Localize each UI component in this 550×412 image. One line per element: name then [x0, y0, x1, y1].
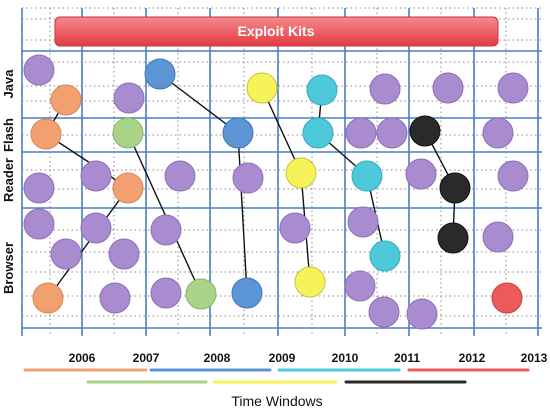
time-windows-title: Time Windows	[231, 393, 322, 409]
kit-circle-orange	[30, 118, 62, 150]
kit-circle-purple	[376, 117, 408, 149]
year-label: 2007	[133, 351, 160, 365]
year-label: 2006	[69, 351, 96, 365]
kit-circle-purple	[405, 158, 437, 190]
kit-circles	[23, 54, 529, 330]
row-label-browser: Browser	[1, 242, 16, 294]
exploit-kits-banner: Exploit Kits	[54, 16, 499, 47]
kit-circle-purple	[23, 54, 55, 86]
kit-circle-purple	[108, 238, 140, 270]
kit-circle-blue	[144, 58, 176, 90]
kit-circle-cyan	[306, 74, 338, 106]
kit-circle-red	[491, 282, 523, 314]
kit-circle-blue	[222, 117, 254, 149]
kit-circle-orange	[32, 282, 64, 314]
kit-circle-purple	[80, 212, 112, 244]
connector-green	[127, 132, 202, 295]
kit-circle-yellow	[285, 157, 317, 189]
row-label-flash: Flash	[1, 118, 16, 152]
row-label-reader: Reader	[1, 158, 16, 202]
kit-circle-black	[409, 115, 441, 147]
kit-circle-cyan	[369, 240, 401, 272]
kit-circle-purple	[99, 282, 131, 314]
kit-circle-purple	[369, 73, 401, 105]
connector-orange	[45, 99, 129, 299]
kit-circle-purple	[482, 221, 514, 253]
kit-circle-yellow	[294, 266, 326, 298]
kit-circle-black	[439, 172, 471, 204]
banner-box	[54, 16, 499, 47]
kit-circle-purple	[113, 82, 145, 114]
kit-circle-black	[437, 222, 469, 254]
row-label-java: Java	[1, 69, 16, 99]
kit-circle-purple	[23, 172, 55, 204]
kit-circle-purple	[432, 72, 464, 104]
kit-circle-purple	[232, 162, 264, 194]
kit-circle-blue	[231, 277, 263, 309]
kit-circle-purple	[345, 117, 377, 149]
kit-circle-purple	[347, 206, 379, 238]
kit-circle-cyan	[302, 117, 334, 149]
kit-circle-purple	[150, 214, 182, 246]
kit-circle-purple	[497, 72, 529, 104]
banner-label: Exploit Kits	[237, 23, 314, 39]
kit-circle-purple	[279, 212, 311, 244]
kit-circle-purple	[406, 298, 438, 330]
time-window-bars	[23, 368, 530, 384]
kit-circle-green	[185, 278, 217, 310]
kit-circle-orange	[112, 172, 144, 204]
year-label: 2010	[332, 351, 359, 365]
kit-circle-cyan	[351, 160, 383, 192]
kit-circle-purple	[164, 160, 196, 192]
kit-circle-orange	[50, 84, 82, 116]
kit-circle-purple	[150, 277, 182, 309]
grid	[21, 7, 542, 336]
kit-circle-purple	[368, 296, 400, 328]
kit-circle-purple	[80, 160, 112, 192]
year-label: 2011	[394, 351, 420, 365]
year-label: 2013	[521, 351, 548, 365]
kit-circle-purple	[482, 117, 514, 149]
kit-circle-purple	[344, 270, 376, 302]
year-labels: 2006 2007 2008 2009 2010 2011 2012 2013	[69, 351, 548, 365]
kit-circle-purple	[23, 208, 55, 240]
year-label: 2008	[204, 351, 231, 365]
kit-circle-green	[112, 117, 144, 149]
year-label: 2012	[459, 351, 486, 365]
kit-circle-yellow	[246, 72, 278, 104]
year-label: 2009	[269, 351, 296, 365]
kit-circle-purple	[50, 238, 82, 270]
kit-circle-purple	[497, 160, 529, 192]
